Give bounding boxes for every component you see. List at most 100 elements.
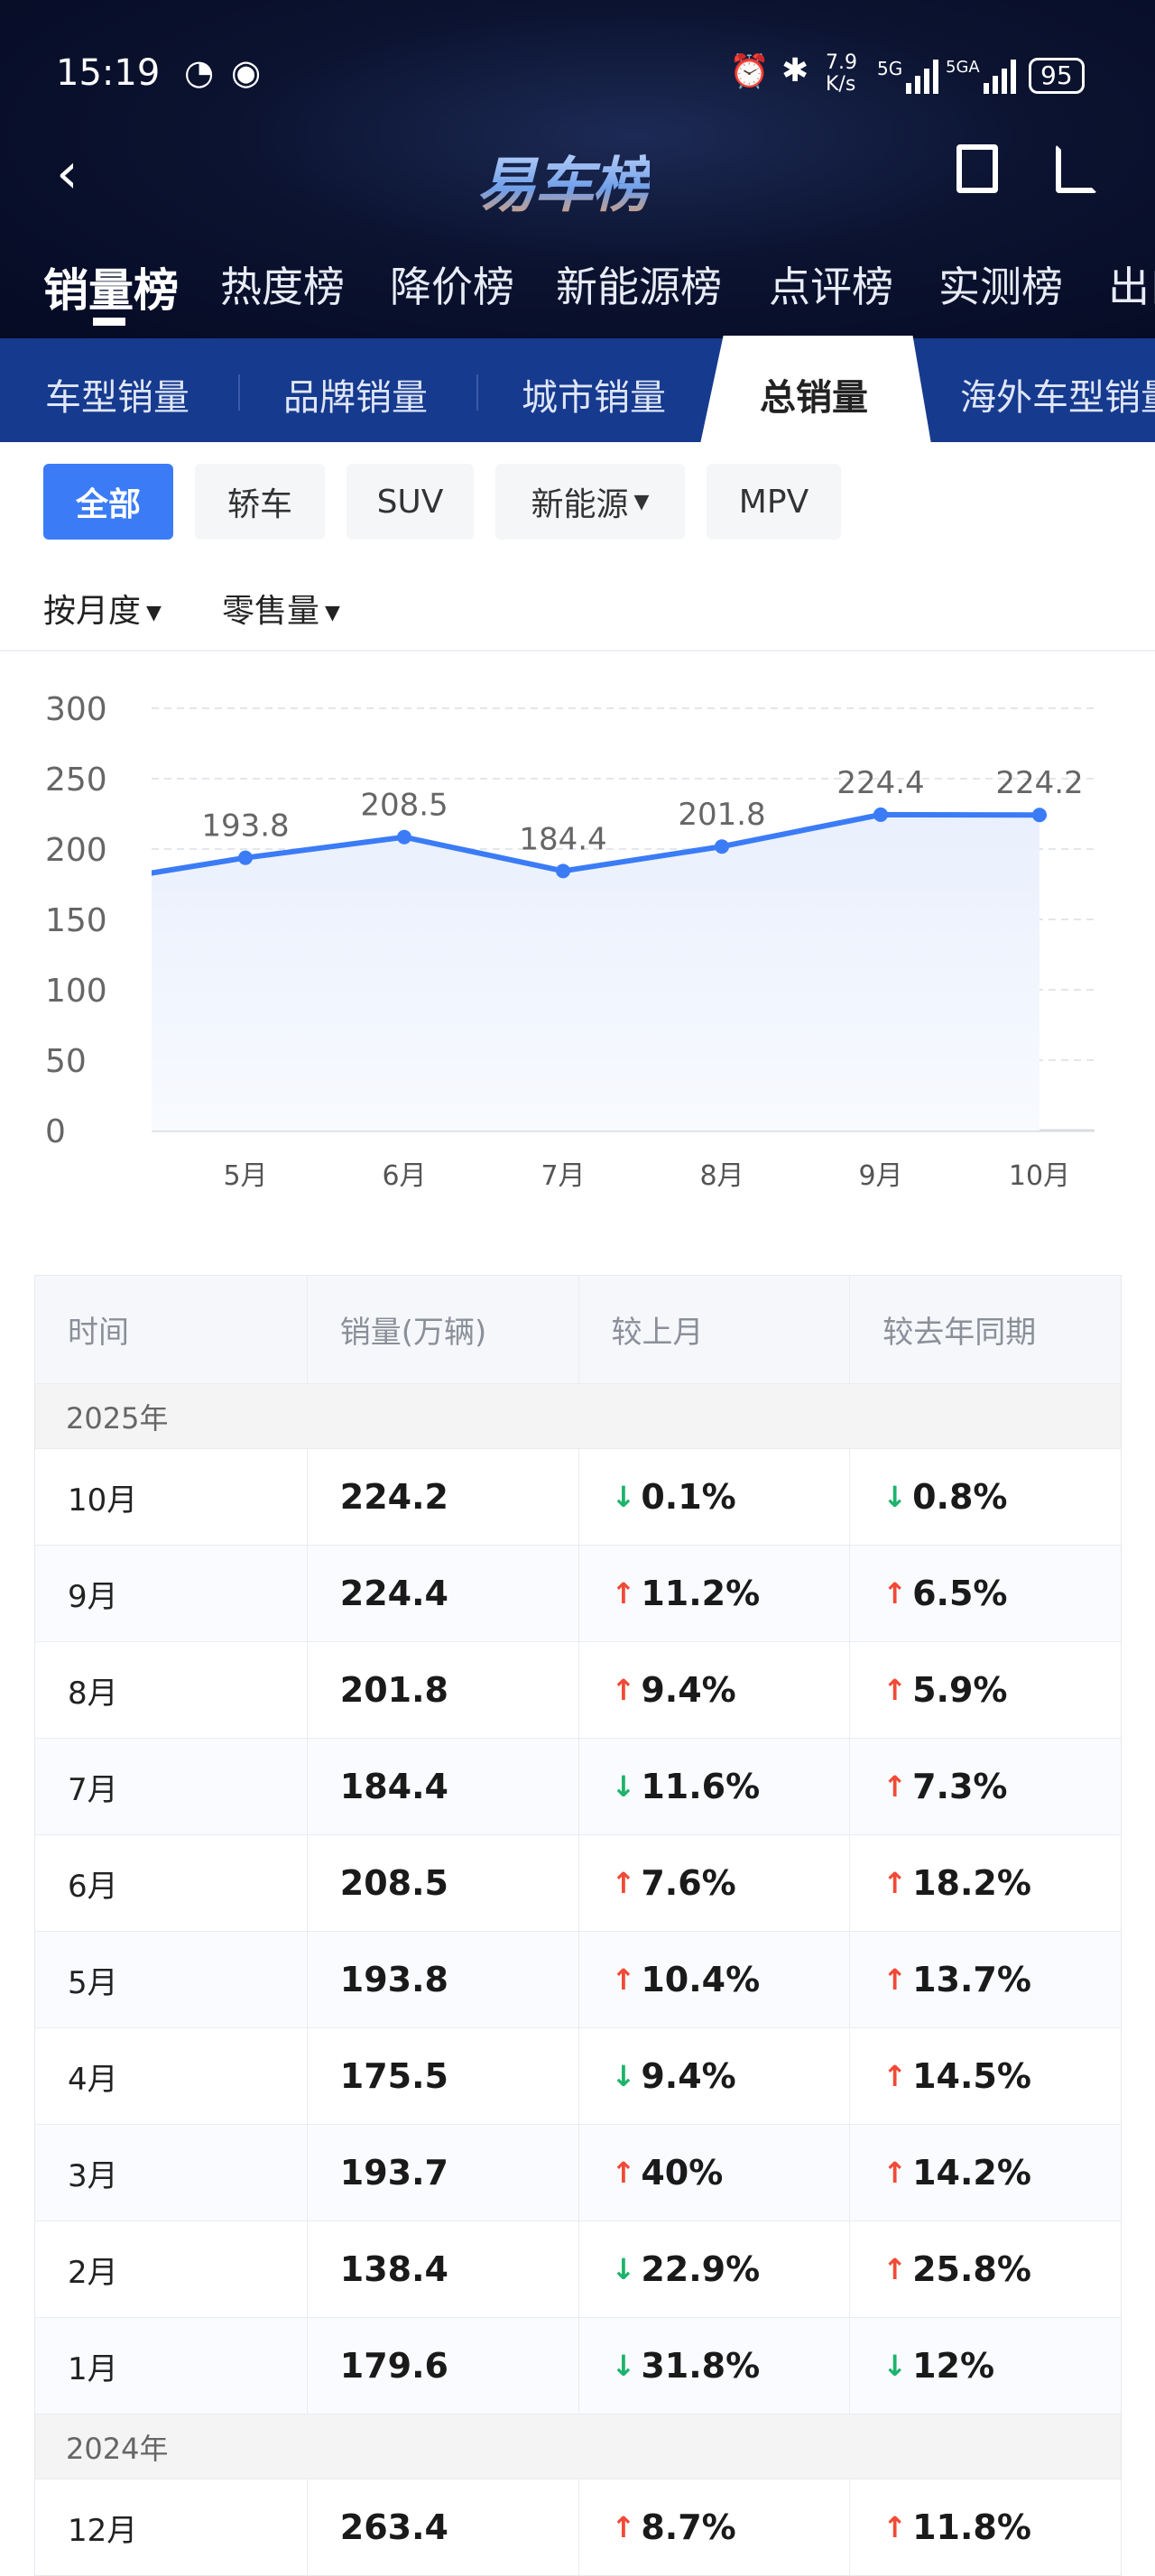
mom-cell: ↓ 11.6% bbox=[578, 1739, 850, 1834]
x-tick-label: 9月 bbox=[858, 1160, 902, 1192]
data-label: 184.4 bbox=[519, 821, 606, 857]
data-label: 193.8 bbox=[201, 808, 289, 845]
edit-note-icon[interactable] bbox=[956, 144, 998, 193]
arrow-up-icon: ↑ bbox=[882, 2252, 908, 2286]
data-point bbox=[238, 850, 253, 865]
chip-nev[interactable]: 新能源 ▼ bbox=[495, 464, 685, 540]
mom-cell: ↓ 22.9% bbox=[578, 2221, 850, 2317]
arrow-down-icon: ↓ bbox=[611, 2059, 636, 2093]
x-tick-label: 7月 bbox=[541, 1160, 585, 1192]
mom-value: 8.7% bbox=[641, 2507, 736, 2547]
subtab-brand-sales[interactable]: 品牌销量 bbox=[283, 377, 428, 419]
month-cell: 6月 bbox=[68, 1868, 118, 1905]
arrow-down-icon: ↓ bbox=[611, 2349, 636, 2383]
yoy-value: 25.8% bbox=[912, 2249, 1031, 2289]
tab-review-rank[interactable]: 点评榜 bbox=[769, 263, 893, 311]
x-tick-label: 5月 bbox=[223, 1160, 267, 1192]
yoy-value: 14.2% bbox=[912, 2153, 1031, 2193]
data-label: 224.2 bbox=[995, 765, 1083, 801]
y-tick-label: 250 bbox=[45, 762, 107, 799]
arrow-up-icon: ↑ bbox=[882, 2510, 908, 2544]
table-row[interactable]: 10月 224.2 ↓ 0.1% ↓ 0.8% bbox=[35, 1448, 1121, 1545]
sales-cell: 179.6 bbox=[306, 2318, 578, 2414]
yoy-value: 13.7% bbox=[912, 1960, 1031, 1999]
month-cell: 8月 bbox=[68, 1675, 118, 1712]
arrow-up-icon: ↑ bbox=[611, 1866, 636, 1900]
period-dropdown[interactable]: 按月度 ▼ bbox=[43, 585, 162, 632]
arrow-up-icon: ↑ bbox=[882, 1673, 908, 1707]
period-label: 按月度 bbox=[43, 593, 142, 630]
data-label: 201.8 bbox=[678, 797, 765, 833]
mom-cell: ↑ 7.6% bbox=[578, 1835, 850, 1931]
table-row[interactable]: 2月 138.4 ↓ 22.9% ↑ 25.8% bbox=[35, 2221, 1121, 2317]
arrow-up-icon: ↑ bbox=[611, 2510, 636, 2544]
speedometer-icon: ◔ bbox=[184, 52, 215, 92]
mom-value: 40% bbox=[641, 2153, 724, 2193]
sales-cell: 208.5 bbox=[306, 1835, 578, 1931]
data-point bbox=[715, 839, 729, 854]
divider bbox=[476, 374, 478, 411]
sales-cell: 193.7 bbox=[306, 2125, 578, 2221]
arrow-down-icon: ↓ bbox=[882, 1480, 908, 1514]
subtab-total-sales[interactable]: 总销量 bbox=[760, 377, 868, 419]
subtab-overseas-sales[interactable]: 海外车型销量 bbox=[960, 377, 1155, 419]
tab-hot-rank[interactable]: 热度榜 bbox=[220, 263, 345, 311]
mom-value: 9.4% bbox=[641, 1670, 736, 1710]
arrow-up-icon: ↑ bbox=[882, 1962, 908, 1997]
metric-dropdown[interactable]: 零售量 ▼ bbox=[222, 585, 340, 632]
subtab-model-sales[interactable]: 车型销量 bbox=[45, 377, 189, 419]
chip-suv[interactable]: SUV bbox=[346, 464, 474, 540]
header-time: 时间 bbox=[68, 1315, 129, 1351]
month-cell: 1月 bbox=[68, 2350, 118, 2387]
chip-mpv[interactable]: MPV bbox=[707, 464, 841, 540]
signal-bars-icon bbox=[984, 58, 1016, 94]
bluetooth-icon: ✱ bbox=[781, 52, 809, 89]
tab-price-drop-rank[interactable]: 降价榜 bbox=[390, 263, 514, 311]
sales-table: 时间 销量(万辆) 较上月 较去年同期 2025年 10月 224.2 ↓ 0.1% ↓ 0… bbox=[34, 1275, 1122, 2576]
eye-icon: ◉ bbox=[231, 52, 262, 92]
sales-cell: 224.2 bbox=[306, 1449, 578, 1545]
status-time: 15:19 bbox=[56, 52, 161, 94]
app-logo: 易车榜 bbox=[476, 137, 651, 224]
header-sales: 销量(万辆) bbox=[306, 1276, 578, 1383]
mom-value: 10.4% bbox=[641, 1960, 761, 1999]
arrow-up-icon: ↑ bbox=[611, 1962, 636, 1997]
yoy-value: 18.2% bbox=[912, 1863, 1031, 1903]
tab-export-rank[interactable]: 出口 bbox=[1108, 263, 1155, 311]
back-button[interactable]: ‹ bbox=[56, 140, 79, 206]
table-row[interactable]: 5月 193.8 ↑ 10.4% ↑ 13.7% bbox=[35, 1931, 1121, 2027]
yoy-value: 5.9% bbox=[912, 1670, 1008, 1710]
sales-cell: 201.8 bbox=[306, 1642, 578, 1738]
sales-cell: 193.8 bbox=[306, 1932, 578, 2027]
yoy-cell: ↑ 11.8% bbox=[849, 2479, 1121, 2575]
sales-cell: 138.4 bbox=[306, 2221, 578, 2317]
table-row[interactable]: 4月 175.5 ↓ 9.4% ↑ 14.5% bbox=[35, 2027, 1121, 2124]
table-row[interactable]: 9月 224.4 ↑ 11.2% ↑ 6.5% bbox=[35, 1545, 1121, 1641]
table-row[interactable]: 1月 179.6 ↓ 31.8% ↓ 12% bbox=[35, 2317, 1121, 2414]
tab-nev-rank[interactable]: 新能源榜 bbox=[556, 263, 722, 311]
active-tab-indicator bbox=[93, 318, 125, 326]
tab-sales-rank[interactable]: 销量榜 bbox=[43, 264, 179, 317]
y-tick-label: 200 bbox=[45, 832, 107, 869]
yoy-value: 7.3% bbox=[912, 1767, 1008, 1806]
table-row[interactable]: 7月 184.4 ↓ 11.6% ↑ 7.3% bbox=[35, 1738, 1121, 1834]
month-cell: 10月 bbox=[68, 1482, 138, 1519]
chip-sedan[interactable]: 轿车 bbox=[195, 464, 325, 540]
data-point bbox=[556, 863, 570, 879]
chip-label: 新能源 bbox=[531, 486, 629, 523]
share-icon[interactable] bbox=[1056, 144, 1097, 193]
table-row[interactable]: 8月 201.8 ↑ 9.4% ↑ 5.9% bbox=[35, 1641, 1121, 1738]
tab-test-rank[interactable]: 实测榜 bbox=[938, 263, 1063, 311]
table-row[interactable]: 6月 208.5 ↑ 7.6% ↑ 18.2% bbox=[35, 1834, 1121, 1931]
chip-all[interactable]: 全部 bbox=[43, 464, 173, 540]
table-row[interactable]: 3月 193.7 ↑ 40% ↑ 14.2% bbox=[35, 2124, 1121, 2221]
yoy-cell: ↑ 6.5% bbox=[849, 1546, 1121, 1641]
yoy-cell: ↑ 14.2% bbox=[849, 2125, 1121, 2221]
subtab-city-sales[interactable]: 城市销量 bbox=[522, 377, 666, 419]
arrow-up-icon: ↑ bbox=[882, 1576, 908, 1611]
table-row[interactable]: 12月 263.4 ↑ 8.7% ↑ 11.8% bbox=[35, 2479, 1121, 2575]
yoy-value: 11.8% bbox=[912, 2507, 1031, 2547]
yoy-cell: ↑ 13.7% bbox=[849, 1932, 1121, 2027]
yoy-cell: ↓ 12% bbox=[849, 2318, 1121, 2414]
header-mom: 较上月 bbox=[578, 1276, 850, 1383]
